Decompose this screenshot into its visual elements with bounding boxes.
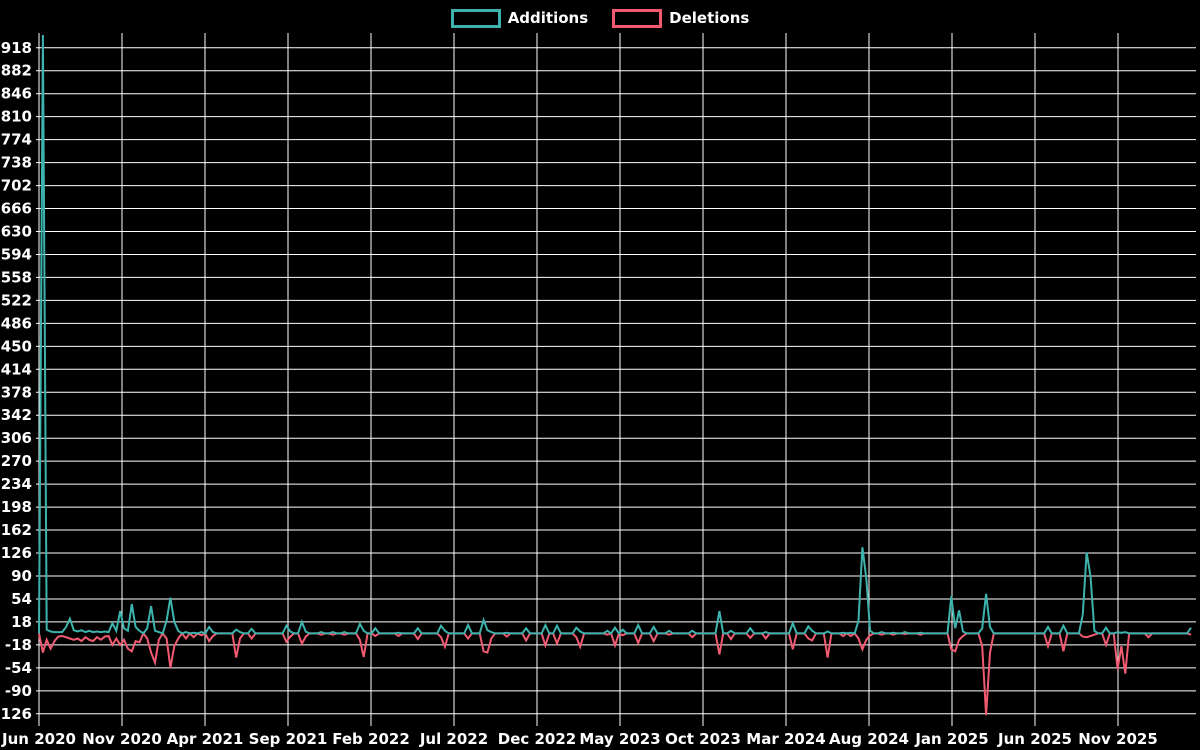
y-tick-label: 414: [1, 360, 32, 378]
y-tick-label: 162: [1, 521, 32, 539]
y-tick-label: -54: [5, 659, 32, 677]
x-tick-label: Dec 2022: [498, 730, 577, 748]
x-tick-label: Jun 2020: [1, 730, 76, 748]
y-tick-label: 306: [1, 429, 32, 447]
y-tick-label: 486: [1, 314, 32, 332]
x-tick-label: Mar 2024: [746, 730, 825, 748]
y-tick-label: 450: [1, 337, 32, 355]
y-tick-label: 630: [1, 223, 32, 241]
additions-swatch-icon: [450, 8, 501, 28]
legend-label-additions: Additions: [507, 8, 589, 27]
y-tick-label: 126: [1, 544, 32, 562]
x-tick-label: Nov 2025: [1078, 730, 1158, 748]
y-tick-label: 558: [1, 268, 32, 286]
x-tick-label: Feb 2022: [332, 730, 410, 748]
y-tick-label: -90: [5, 682, 32, 700]
y-tick-label: 738: [1, 154, 32, 172]
y-tick-label: 882: [1, 62, 32, 80]
chart-legend: Additions Deletions: [0, 6, 1200, 30]
x-tick-label: May 2023: [579, 730, 660, 748]
legend-item-deletions[interactable]: Deletions: [612, 8, 750, 28]
additions-line: [38, 34, 1192, 635]
y-tick-label: 846: [1, 85, 32, 103]
y-tick-label: 90: [11, 567, 32, 585]
y-tick-label: -18: [5, 636, 32, 654]
y-tick-label: 342: [1, 406, 32, 424]
y-tick-label: 702: [1, 177, 32, 195]
y-tick-label: 666: [1, 200, 32, 218]
x-tick-label: Jul 2022: [419, 730, 488, 748]
x-tick-label: Oct 2023: [665, 730, 741, 748]
legend-label-deletions: Deletions: [669, 8, 750, 27]
x-tick-label: Aug 2024: [829, 730, 909, 748]
x-tick-label: Sep 2021: [249, 730, 328, 748]
y-tick-label: 198: [1, 498, 32, 516]
y-tick-label: 270: [1, 452, 32, 470]
deletions-swatch-icon: [612, 8, 663, 28]
deletions-line: [38, 631, 1192, 716]
y-tick-label: 234: [1, 475, 32, 493]
y-tick-label: 54: [11, 590, 32, 608]
x-tick-label: Nov 2020: [82, 730, 162, 748]
y-tick-label: 18: [11, 613, 32, 631]
x-tick-label: Jun 2025: [997, 730, 1072, 748]
y-tick-label: 810: [1, 108, 32, 126]
y-tick-label: 918: [1, 39, 32, 57]
y-tick-label: 378: [1, 383, 32, 401]
x-tick-label: Jan 2025: [914, 730, 988, 748]
y-tick-label: -126: [0, 705, 32, 723]
legend-item-additions[interactable]: Additions: [450, 8, 589, 28]
x-tick-label: Apr 2021: [167, 730, 244, 748]
y-tick-label: 594: [1, 245, 32, 263]
y-tick-label: 774: [1, 131, 32, 149]
y-tick-label: 522: [1, 291, 32, 309]
